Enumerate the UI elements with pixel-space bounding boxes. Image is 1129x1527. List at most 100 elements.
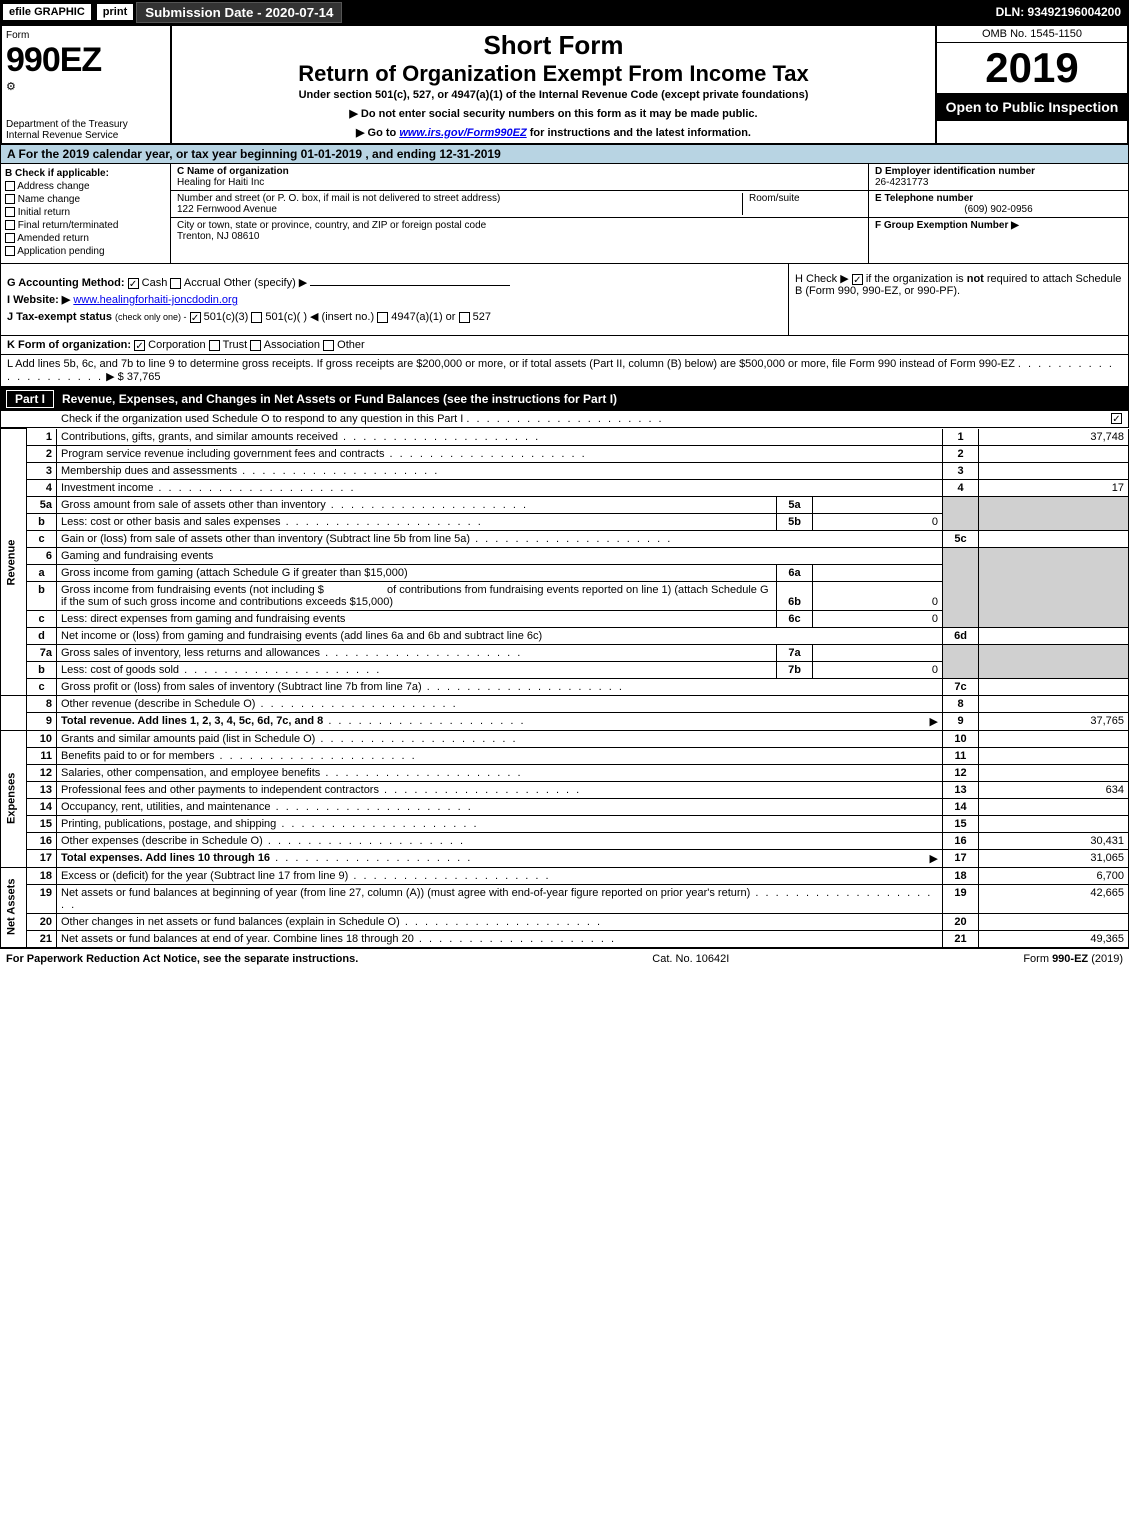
section-j: J Tax-exempt status (check only one) - 5… <box>7 310 782 323</box>
section-c: C Name of organization Healing for Haiti… <box>171 164 868 263</box>
corporation-checkbox[interactable] <box>134 340 145 351</box>
501c-checkbox[interactable] <box>251 312 262 323</box>
expenses-side-label: Expenses <box>1 730 27 867</box>
line-17-desc: Total expenses. Add lines 10 through 16 … <box>57 849 943 867</box>
top-toolbar: efile GRAPHIC print Submission Date - 20… <box>0 0 1129 24</box>
irs-logo-icon: ⚙ <box>6 81 16 93</box>
line-6d-desc: Net income or (loss) from gaming and fun… <box>57 627 943 644</box>
line-16-desc: Other expenses (describe in Schedule O) <box>57 832 943 849</box>
line-5a-subvalue <box>813 496 943 513</box>
line-7b-subvalue: 0 <box>813 661 943 678</box>
line-20-desc: Other changes in net assets or fund bala… <box>57 913 943 930</box>
line-18-desc: Excess or (deficit) for the year (Subtra… <box>57 867 943 884</box>
section-g: G Accounting Method: Cash Accrual Other … <box>7 276 782 289</box>
group-exemption-label: F Group Exemption Number ▶ <box>875 220 1019 231</box>
line-1-value: 37,748 <box>979 429 1129 446</box>
gh-block: G Accounting Method: Cash Accrual Other … <box>0 264 1129 336</box>
address-change-checkbox[interactable] <box>5 181 15 191</box>
line-5a-desc: Gross amount from sale of assets other t… <box>57 496 777 513</box>
tax-year: 2019 <box>937 43 1127 93</box>
501c3-checkbox[interactable] <box>190 312 201 323</box>
website-link[interactable]: www.healingforhaiti-joncdodin.org <box>73 294 237 306</box>
part-i-header: Part I Revenue, Expenses, and Changes in… <box>0 387 1129 411</box>
line-8-desc: Other revenue (describe in Schedule O) <box>57 695 943 712</box>
line-6c-desc: Less: direct expenses from gaming and fu… <box>57 610 777 627</box>
line-12-desc: Salaries, other compensation, and employ… <box>57 764 943 781</box>
part-i-label: Part I <box>6 390 54 408</box>
omb-number: OMB No. 1545-1150 <box>937 26 1127 43</box>
line-4-desc: Investment income <box>57 479 943 496</box>
line-6a-subvalue <box>813 564 943 581</box>
catalog-number: Cat. No. 10642I <box>358 953 1023 965</box>
submission-date-button[interactable]: Submission Date - 2020-07-14 <box>136 2 342 23</box>
accrual-checkbox[interactable] <box>170 278 181 289</box>
line-16-value: 30,431 <box>979 832 1129 849</box>
form-title-box: Short Form Return of Organization Exempt… <box>172 26 937 143</box>
line-6c-subvalue: 0 <box>813 610 943 627</box>
under-section-text: Under section 501(c), 527, or 4947(a)(1)… <box>176 89 931 101</box>
line-14-desc: Occupancy, rent, utilities, and maintena… <box>57 798 943 815</box>
line-13-desc: Professional fees and other payments to … <box>57 781 943 798</box>
line-15-value <box>979 815 1129 832</box>
application-pending-checkbox[interactable] <box>5 246 15 256</box>
open-to-public-badge: Open to Public Inspection <box>937 93 1127 121</box>
form-footer-id: Form 990-EZ (2019) <box>1023 953 1123 965</box>
line-2-value <box>979 445 1129 462</box>
line-6-desc: Gaming and fundraising events <box>57 547 943 564</box>
line-5c-desc: Gain or (loss) from sale of assets other… <box>57 530 943 547</box>
527-checkbox[interactable] <box>459 312 470 323</box>
city-label: City or town, state or province, country… <box>177 220 486 231</box>
line-6b-desc: Gross income from fundraising events (no… <box>57 581 777 610</box>
amended-return-checkbox[interactable] <box>5 233 15 243</box>
goto-text: ▶ Go to www.irs.gov/Form990EZ for instru… <box>176 126 931 139</box>
association-checkbox[interactable] <box>250 340 261 351</box>
line-7b-desc: Less: cost of goods sold <box>57 661 777 678</box>
line-19-desc: Net assets or fund balances at beginning… <box>57 884 943 913</box>
section-k: K Form of organization: Corporation Trus… <box>0 336 1129 355</box>
section-h: H Check ▶ if the organization is not req… <box>788 264 1128 335</box>
ein-label: D Employer identification number <box>875 166 1035 177</box>
line-6a-desc: Gross income from gaming (attach Schedul… <box>57 564 777 581</box>
line-21-value: 49,365 <box>979 930 1129 947</box>
form-number: 990EZ <box>6 41 166 80</box>
line-11-value <box>979 747 1129 764</box>
trust-checkbox[interactable] <box>209 340 220 351</box>
line-15-desc: Printing, publications, postage, and shi… <box>57 815 943 832</box>
line-5c-value <box>979 530 1129 547</box>
line-17-value: 31,065 <box>979 849 1129 867</box>
line-7a-desc: Gross sales of inventory, less returns a… <box>57 644 777 661</box>
revenue-side-label: Revenue <box>1 429 27 696</box>
line-14-value <box>979 798 1129 815</box>
line-1-desc: Contributions, gifts, grants, and simila… <box>57 429 943 446</box>
other-org-checkbox[interactable] <box>323 340 334 351</box>
line-8-value <box>979 695 1129 712</box>
page-footer: For Paperwork Reduction Act Notice, see … <box>0 948 1129 969</box>
part-i-title: Revenue, Expenses, and Changes in Net As… <box>62 392 617 406</box>
line-18-value: 6,700 <box>979 867 1129 884</box>
efile-graphic-button[interactable]: efile GRAPHIC <box>2 3 92 21</box>
schedule-o-checkbox[interactable] <box>1111 413 1122 424</box>
section-def: D Employer identification number 26-4231… <box>868 164 1128 263</box>
4947-checkbox[interactable] <box>377 312 388 323</box>
return-title: Return of Organization Exempt From Incom… <box>176 61 931 87</box>
schedule-b-checkbox[interactable] <box>852 274 863 285</box>
initial-return-checkbox[interactable] <box>5 207 15 217</box>
net-assets-side-label: Net Assets <box>1 867 27 947</box>
gross-receipts-value: 37,765 <box>127 371 161 383</box>
line-6b-subvalue: 0 <box>813 581 943 610</box>
line-11-desc: Benefits paid to or for members <box>57 747 943 764</box>
print-button[interactable]: print <box>96 3 134 21</box>
form-id-box: Form 990EZ ⚙ Department of the Treasury … <box>2 26 172 143</box>
form-word: Form <box>6 30 166 41</box>
part-i-subtitle: Check if the organization used Schedule … <box>0 411 1129 428</box>
line-2-desc: Program service revenue including govern… <box>57 445 943 462</box>
org-name: Healing for Haiti Inc <box>177 177 264 188</box>
line-9-value: 37,765 <box>979 712 1129 730</box>
final-return-checkbox[interactable] <box>5 220 15 230</box>
cash-checkbox[interactable] <box>128 278 139 289</box>
name-change-checkbox[interactable] <box>5 194 15 204</box>
line-10-desc: Grants and similar amounts paid (list in… <box>57 730 943 747</box>
irs-link[interactable]: www.irs.gov/Form990EZ <box>399 127 526 139</box>
line-7c-desc: Gross profit or (loss) from sales of inv… <box>57 678 943 695</box>
other-method-input[interactable] <box>310 285 510 286</box>
